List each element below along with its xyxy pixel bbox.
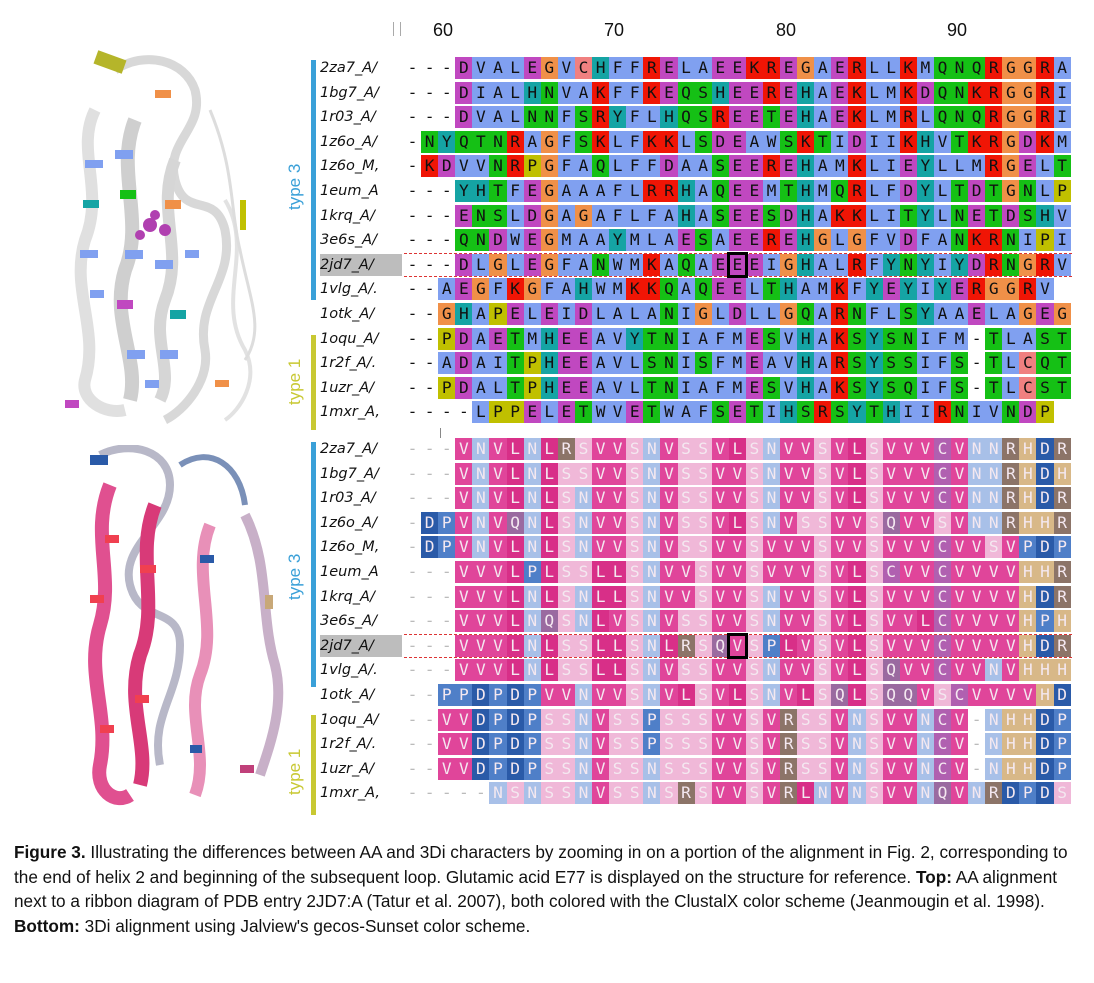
sequence-label: 1mxr_A, bbox=[320, 785, 380, 802]
sequence-label: 2za7_A/ bbox=[320, 441, 378, 457]
protein-ribbon-bottom bbox=[88, 445, 284, 806]
ruler-separator bbox=[393, 22, 401, 36]
sequence-label: 1r03_A/ bbox=[320, 490, 376, 507]
sequence-label: 1vlg_A/. bbox=[320, 281, 378, 298]
figure-caption: Figure 3. Illustrating the differences b… bbox=[14, 840, 1080, 938]
ruler-tick-60: 60 bbox=[433, 20, 454, 40]
sequence-label: 1z6o_A/ bbox=[320, 514, 377, 531]
sequence-label: 2jd7_A/ bbox=[320, 634, 402, 657]
caption-text-1: Illustrating the differences between AA … bbox=[14, 842, 1068, 887]
sequence-label: 1mxr_A, bbox=[320, 404, 380, 421]
type1-label-top: type 1 bbox=[285, 358, 304, 405]
sequence-label: 1z6o_M, bbox=[320, 158, 380, 175]
sequence-label: 1otk_A/ bbox=[320, 306, 375, 322]
sequence-label: 1r2f_A/. bbox=[320, 355, 377, 372]
sequence-label: 1z6o_M, bbox=[320, 539, 380, 556]
type3-bar-top bbox=[311, 60, 316, 300]
sequence-label: 1r03_A/ bbox=[320, 109, 376, 126]
sequence-label: 1oqu_A/ bbox=[320, 330, 379, 347]
sequence-label: 1r2f_A/. bbox=[320, 736, 377, 753]
type1-bar-top bbox=[311, 335, 316, 430]
type3-label-bottom: type 3 bbox=[285, 553, 304, 600]
caption-text-2: AA alignment next to a ribbon diagram of… bbox=[14, 866, 1058, 912]
type3-label-top: type 3 bbox=[285, 163, 304, 210]
sequence-label: 1eum_A bbox=[320, 564, 379, 580]
3di-alignment-panel: 2za7_A/ - - - V N V L N L R S V V S N V S S V L S N V V S V L S V V V C V… bbox=[320, 438, 1072, 816]
sequence-label: 1vlg_A/. bbox=[320, 662, 378, 679]
sequence-label: 1bg7_A/ bbox=[320, 465, 379, 482]
figure-label: Figure 3. bbox=[14, 842, 86, 862]
sequence-label: 1bg7_A/ bbox=[320, 84, 379, 101]
sequence-label: 1uzr_A/ bbox=[320, 379, 375, 396]
sequence-label: 1krq_A/ bbox=[320, 207, 375, 224]
ruler-tick-70: 70 bbox=[604, 20, 625, 40]
type3-bar-bottom bbox=[311, 442, 316, 687]
e77-highlight-box bbox=[726, 251, 748, 278]
ruler-tick-90: 90 bbox=[947, 20, 968, 40]
ruler-tick-80: 80 bbox=[776, 20, 797, 40]
sequence-label: 3e6s_A/ bbox=[320, 232, 377, 249]
top-label: Top: bbox=[915, 866, 952, 887]
caption-text-3: 3Di alignment using Jalview's gecos-Suns… bbox=[79, 915, 531, 936]
sequence-label: 2za7_A/ bbox=[320, 60, 378, 76]
bottom-label: Bottom: bbox=[14, 915, 80, 936]
sequence-label: 1z6o_A/ bbox=[320, 133, 377, 150]
sequence-label: 1uzr_A/ bbox=[320, 760, 375, 777]
e77-highlight-box bbox=[726, 632, 748, 659]
sequence-label: 2jd7_A/ bbox=[320, 253, 402, 276]
sequence-label: 1eum_A bbox=[320, 183, 379, 199]
aa-alignment-panel: 2za7_A/ - - - D V A L E G V C H F F R E L A E E K R E G A E R L L K M Q N… bbox=[320, 57, 1072, 429]
sequence-label: 3e6s_A/ bbox=[320, 613, 377, 630]
sequence-label: 1otk_A/ bbox=[320, 687, 375, 703]
type1-label-bottom: type 1 bbox=[285, 748, 304, 795]
bottom-ruler-tick bbox=[440, 428, 441, 438]
sequence-label: 1krq_A/ bbox=[320, 588, 375, 605]
protein-ribbon-top bbox=[65, 50, 257, 425]
sequence-label: 1oqu_A/ bbox=[320, 711, 379, 728]
type1-bar-bottom bbox=[311, 715, 316, 815]
